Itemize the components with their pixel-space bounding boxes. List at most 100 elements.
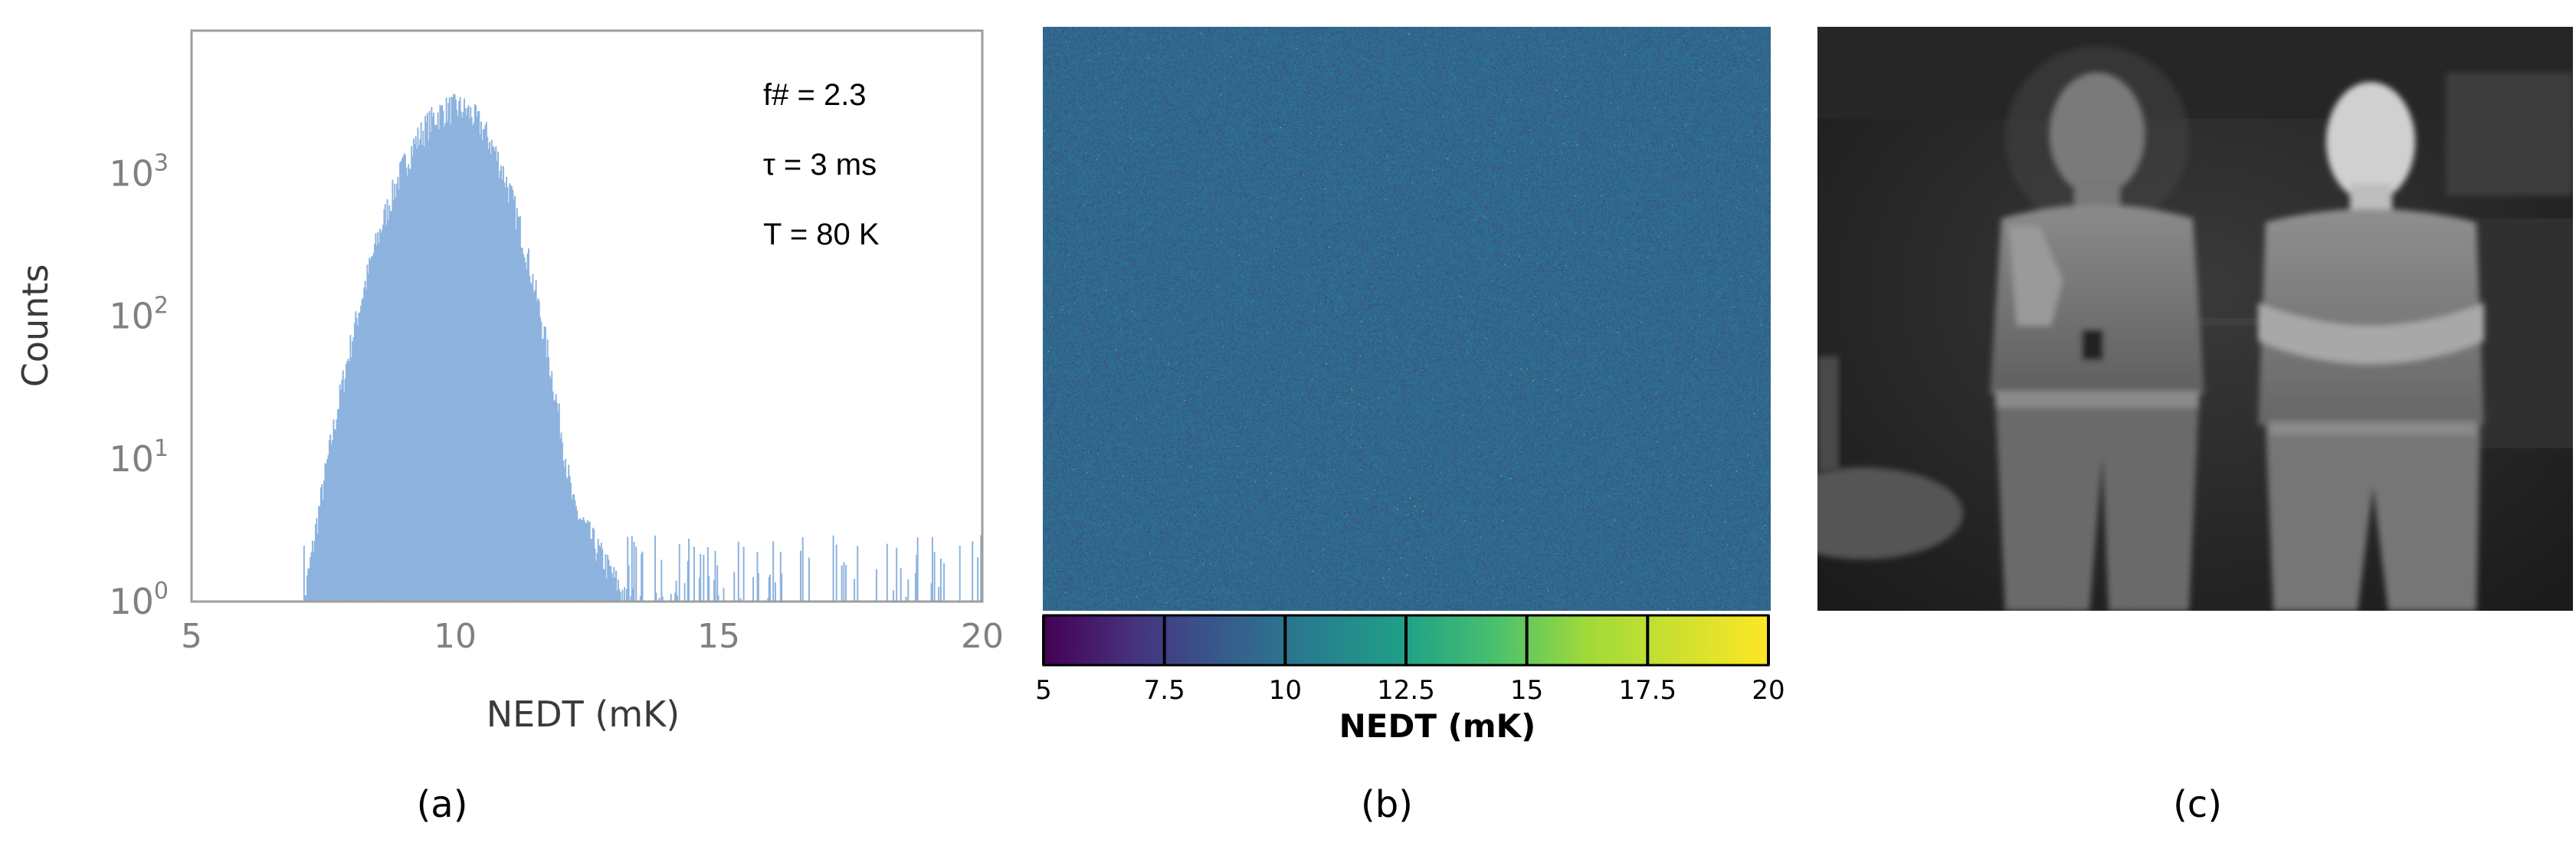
histogram-bar: [408, 168, 411, 602]
histogram-bar: [332, 440, 333, 602]
histogram-bar: [385, 225, 388, 602]
histogram-bar: [532, 274, 534, 602]
histogram-bar: [723, 588, 725, 602]
histogram-bar: [843, 562, 845, 602]
histogram-bar: [455, 100, 457, 602]
histogram-bars: [303, 93, 982, 602]
histogram-bar: [531, 284, 533, 602]
histogram-bar: [352, 341, 354, 602]
histogram-bar: [518, 217, 520, 602]
histogram-bar: [361, 299, 363, 602]
histogram-bar: [832, 535, 834, 602]
histogram-bar: [552, 391, 554, 602]
histogram-bar: [580, 520, 582, 602]
histogram-bar: [426, 113, 428, 602]
histogram-bar: [380, 232, 382, 602]
histogram-bar: [441, 105, 444, 602]
histogram-bar: [582, 520, 584, 602]
histogram-bar: [465, 115, 467, 602]
colorbar-label: NEDT (mK): [1339, 707, 1536, 745]
histogram-bar: [487, 136, 489, 602]
histogram-bar: [434, 125, 437, 602]
histogram-bar: [395, 197, 397, 602]
histogram-bar: [320, 487, 322, 602]
histogram-bar: [513, 199, 515, 602]
histogram-bar: [347, 359, 349, 602]
histogram-bar: [453, 93, 455, 602]
histogram-bar: [367, 273, 369, 602]
histogram-bar: [627, 536, 629, 602]
histogram-bar: [857, 546, 859, 602]
histogram-bar: [588, 523, 590, 602]
histogram-bar: [618, 589, 621, 602]
histogram-bar: [768, 577, 770, 602]
histogram-bar: [397, 176, 399, 602]
histogram-bar: [323, 480, 325, 602]
y-axis-label: Counts: [15, 264, 56, 388]
histogram-bar: [930, 583, 932, 602]
histogram-bar: [406, 175, 408, 602]
histogram-bar: [548, 356, 550, 602]
histogram-bar: [416, 149, 418, 602]
histogram-bar: [565, 477, 568, 602]
histogram-bar: [512, 189, 514, 602]
histogram-bar: [700, 553, 702, 602]
histogram-bar: [886, 543, 888, 602]
histogram-bar: [389, 211, 392, 602]
histogram-bar: [336, 419, 338, 602]
histogram-bar: [572, 494, 574, 602]
histogram-bar: [440, 106, 442, 602]
histogram-panel: 5 10 15 20 100 101 102 103 NEDT (mK) Counts f#…: [0, 0, 1019, 736]
histogram-bar: [555, 394, 557, 602]
histogram-bar: [412, 138, 415, 602]
histogram-bar: [574, 500, 576, 602]
histogram-bar: [501, 179, 503, 602]
histogram-bar: [914, 572, 916, 602]
histogram-bar: [611, 572, 613, 602]
histogram-bar: [552, 401, 555, 602]
histogram-bar: [327, 454, 329, 602]
histogram-bar: [767, 598, 769, 602]
histogram-bar: [399, 162, 401, 602]
histogram-bar: [593, 529, 595, 602]
histogram-bar: [382, 225, 385, 602]
histogram-bar: [625, 589, 628, 602]
histogram-bar: [599, 546, 601, 602]
histogram-bar: [482, 129, 484, 602]
histogram-bar: [737, 541, 739, 602]
histogram-bar: [358, 313, 360, 602]
histogram-bar: [428, 110, 431, 602]
histogram-bar: [316, 533, 319, 602]
histogram-bar: [600, 543, 602, 602]
histogram-bar: [752, 577, 755, 602]
histogram-bar: [306, 575, 308, 602]
histogram-bar: [714, 550, 716, 602]
histogram-bar: [480, 121, 482, 602]
histogram-bar: [610, 566, 612, 602]
histogram-bar: [387, 220, 389, 602]
histogram-bar: [434, 124, 436, 602]
histogram-bar: [459, 97, 461, 602]
histogram-bar: [475, 105, 477, 602]
histogram-bar: [326, 458, 329, 602]
histogram-bar: [314, 524, 316, 602]
histogram-bar: [544, 326, 546, 602]
histogram-bar: [698, 578, 700, 602]
histogram-bar: [308, 568, 310, 602]
histogram-bar: [313, 552, 315, 602]
histogram-bar: [438, 129, 440, 602]
colorbar-tick-label: 5: [1035, 675, 1052, 706]
histogram-bar: [470, 116, 473, 602]
histogram-bar: [977, 557, 979, 602]
histogram-bar: [474, 104, 476, 602]
histogram-bar: [706, 546, 709, 602]
histogram-bar: [384, 204, 386, 602]
histogram-bar: [585, 523, 587, 602]
histogram-bar: [693, 546, 695, 602]
histogram-bar: [461, 117, 464, 602]
histogram-bar: [456, 110, 458, 602]
histogram-bar: [333, 419, 335, 602]
histogram-bar: [708, 575, 710, 602]
histogram-bar: [542, 338, 545, 602]
histogram-bar: [369, 260, 372, 602]
